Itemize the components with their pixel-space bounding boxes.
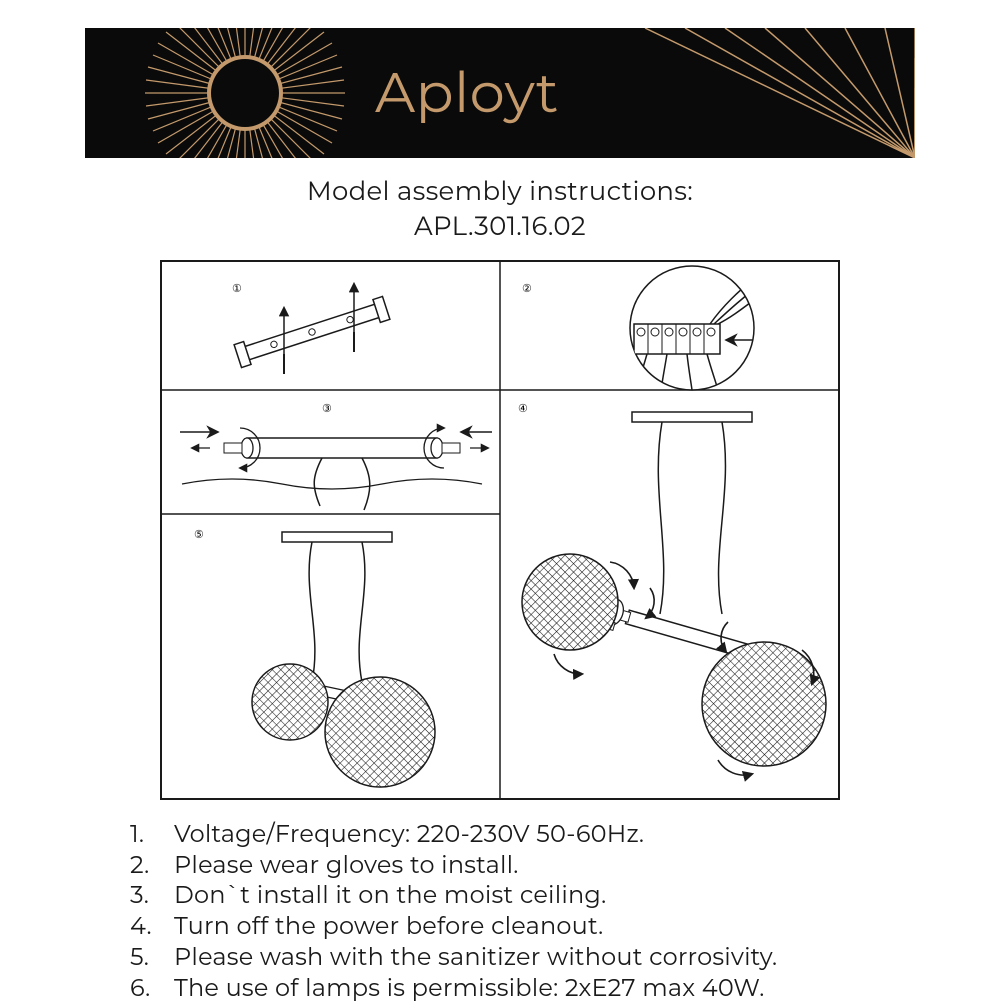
step-4-label: ④ bbox=[518, 403, 528, 415]
svg-text:N: N bbox=[732, 272, 740, 285]
step-3-label: ③ bbox=[322, 403, 332, 415]
page: Aployt Model assembly instructions: APL.… bbox=[0, 0, 1000, 1000]
step-2-label: ② bbox=[522, 283, 532, 295]
title-line2: APL.301.16.02 bbox=[0, 209, 1000, 244]
title: Model assembly instructions: APL.301.16.… bbox=[0, 174, 1000, 244]
brand-header: Aployt bbox=[85, 28, 915, 158]
assembly-svg: ① ② bbox=[162, 262, 838, 798]
step-1-label: ① bbox=[232, 283, 242, 295]
title-line1: Model assembly instructions: bbox=[0, 174, 1000, 209]
instruction-list: Voltage/Frequency: 220-230V 50-60Hz. Ple… bbox=[130, 820, 890, 1004]
instruction-item: Don`t install it on the moist ceiling. bbox=[130, 881, 890, 912]
step-5-label: ⑤ bbox=[194, 529, 204, 541]
instruction-item: Please wash with the sanitizer without c… bbox=[130, 943, 890, 974]
instruction-item: The use of lamps is permissible: 2xE27 m… bbox=[130, 974, 890, 1004]
instruction-item: Turn off the power before cleanout. bbox=[130, 912, 890, 943]
instruction-item: Voltage/Frequency: 220-230V 50-60Hz. bbox=[130, 820, 890, 851]
brand-name: Aployt bbox=[375, 59, 559, 127]
assembly-diagram: ① ② bbox=[160, 260, 840, 800]
instruction-item: Please wear gloves to install. bbox=[130, 851, 890, 882]
